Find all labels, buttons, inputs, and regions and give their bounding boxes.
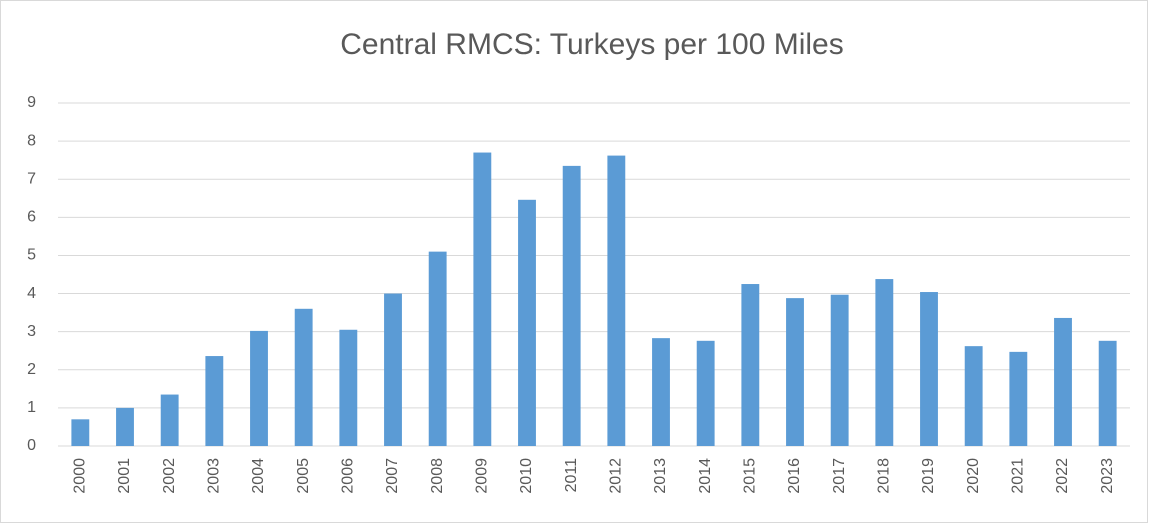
x-tick-label: 2010: [518, 458, 535, 494]
x-tick-label: 2006: [340, 458, 357, 494]
bar: [875, 279, 894, 446]
chart-title: Central RMCS: Turkeys per 100 Miles: [340, 28, 844, 61]
bar: [1054, 317, 1072, 446]
x-tick-label: 2016: [786, 458, 803, 494]
bar: [607, 155, 626, 447]
bar: [250, 330, 268, 446]
bar: [205, 356, 224, 446]
bar: [562, 165, 581, 446]
x-tick-label: 2002: [161, 458, 178, 494]
bar: [1098, 340, 1117, 446]
x-tick-label: 2008: [429, 458, 446, 494]
x-tick-label: 2001: [116, 458, 133, 494]
y-tick-label: 4: [27, 285, 36, 302]
bar: [294, 308, 313, 446]
x-tick-label: 2017: [831, 458, 848, 494]
bar: [384, 293, 402, 446]
x-tick-label: 2021: [1010, 458, 1027, 494]
x-tick-label: 2011: [563, 458, 580, 493]
x-tick-label: 2003: [206, 458, 223, 494]
x-tick-label: 2014: [697, 458, 714, 494]
y-tick-label: 5: [27, 247, 36, 264]
y-tick-label: 6: [27, 209, 36, 226]
bar: [786, 298, 804, 446]
x-tick-label: 2000: [72, 458, 89, 494]
bar: [518, 199, 536, 446]
x-tick-label: 2005: [295, 458, 312, 494]
y-tick-label: 8: [27, 132, 36, 149]
bar: [652, 338, 670, 446]
x-tick-label: 2004: [250, 458, 267, 494]
y-tick-label: 0: [27, 437, 36, 454]
x-tick-label: 2009: [474, 458, 491, 494]
bar: [830, 294, 849, 446]
y-tick-label: 2: [27, 361, 36, 378]
bar: [696, 340, 715, 446]
bar: [116, 407, 134, 446]
x-tick-label: 2019: [920, 458, 937, 494]
bar: [1009, 351, 1028, 446]
x-tick-label: 2022: [1054, 458, 1071, 494]
y-tick-label: 1: [27, 399, 36, 416]
bar: [428, 251, 447, 446]
x-tick-label: 2015: [742, 458, 759, 494]
x-tick-label: 2012: [608, 458, 625, 494]
y-tick-label: 7: [27, 170, 36, 187]
bar: [741, 284, 760, 446]
y-tick-label: 9: [27, 94, 36, 111]
bar: [964, 346, 983, 446]
bar: [473, 152, 492, 447]
bar: [339, 329, 358, 446]
x-tick-label: 2020: [965, 458, 982, 494]
y-tick-label: 3: [27, 323, 36, 340]
x-tick-label: 2023: [1099, 458, 1116, 494]
bar: [160, 394, 179, 446]
x-tick-label: 2013: [652, 458, 669, 494]
bar: [71, 419, 90, 446]
x-tick-label: 2007: [384, 458, 401, 494]
x-tick-label: 2018: [876, 458, 893, 494]
bar: [920, 292, 938, 446]
